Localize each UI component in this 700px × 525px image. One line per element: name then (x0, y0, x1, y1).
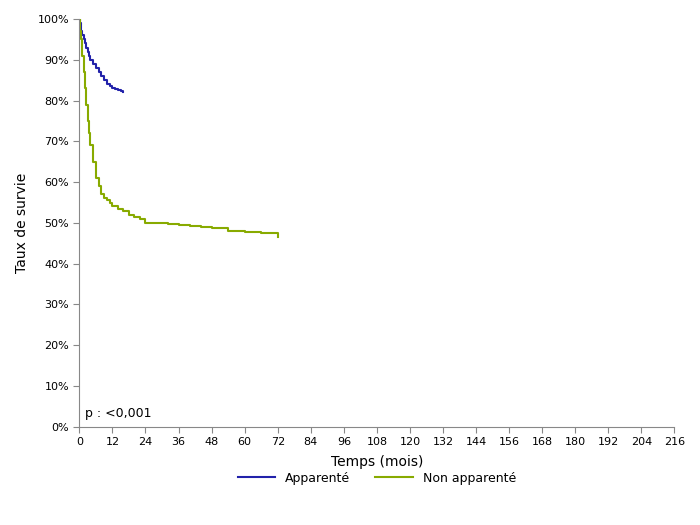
Apparenté (92, 65, 100, 71)
Text: p : <0,001: p : <0,001 (85, 407, 151, 421)
Apparenté (94, 69, 103, 75)
Non apparenté (108, 203, 117, 209)
Apparenté (100, 77, 108, 83)
Non apparenté (76, 20, 84, 26)
Apparenté (80, 40, 89, 47)
Non apparenté (274, 234, 282, 240)
Apparenté (86, 57, 94, 63)
Non apparenté (97, 191, 106, 197)
Line: Non apparenté: Non apparenté (79, 19, 278, 237)
Non apparenté (85, 130, 93, 136)
Apparenté (103, 81, 111, 87)
Apparenté (77, 28, 85, 34)
Non apparenté (75, 16, 83, 22)
Apparenté (89, 61, 97, 67)
Non apparenté (77, 36, 85, 43)
Non apparenté (80, 85, 89, 91)
Non apparenté (92, 175, 100, 181)
Non apparenté (83, 118, 92, 124)
Apparenté (85, 52, 93, 59)
Non apparenté (94, 183, 103, 189)
Non apparenté (76, 28, 85, 34)
Non apparenté (79, 69, 88, 75)
Non apparenté (113, 205, 122, 212)
X-axis label: Temps (mois): Temps (mois) (330, 455, 423, 469)
Non apparenté (174, 222, 183, 228)
Line: Apparenté: Apparenté (79, 19, 123, 91)
Non apparenté (82, 101, 90, 108)
Non apparenté (186, 223, 194, 229)
Apparenté (82, 45, 90, 51)
Apparenté (76, 20, 85, 26)
Apparenté (108, 85, 117, 91)
Non apparenté (106, 200, 114, 206)
Legend: Apparenté, Non apparenté: Apparenté, Non apparenté (232, 467, 521, 489)
Apparenté (79, 36, 88, 43)
Non apparenté (257, 230, 265, 236)
Non apparenté (100, 195, 108, 202)
Apparenté (106, 83, 114, 89)
Non apparenté (130, 214, 139, 220)
Non apparenté (125, 212, 133, 218)
Non apparenté (241, 228, 249, 235)
Non apparenté (163, 220, 172, 227)
Non apparenté (78, 45, 86, 51)
Non apparenté (103, 197, 111, 204)
Non apparenté (224, 228, 232, 234)
Non apparenté (153, 220, 161, 226)
Non apparenté (89, 159, 97, 165)
Non apparenté (197, 224, 205, 230)
Y-axis label: Taux de survie: Taux de survie (15, 173, 29, 273)
Apparenté (113, 87, 122, 93)
Non apparenté (136, 216, 144, 222)
Apparenté (97, 73, 106, 79)
Non apparenté (141, 219, 150, 226)
Apparenté (78, 32, 86, 38)
Non apparenté (207, 225, 216, 232)
Non apparenté (119, 208, 127, 215)
Non apparenté (86, 142, 94, 149)
Apparenté (75, 16, 83, 22)
Apparenté (111, 86, 120, 92)
Apparenté (83, 48, 92, 55)
Non apparenté (78, 52, 86, 59)
Apparenté (116, 88, 125, 94)
Apparenté (119, 88, 127, 94)
